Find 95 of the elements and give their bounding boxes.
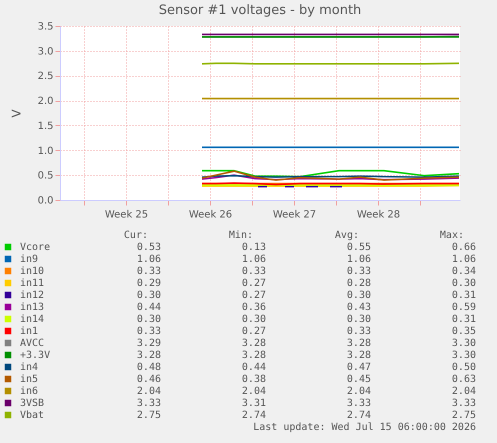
x-tick-label: Week 27 — [272, 210, 316, 220]
text: 0.30 — [242, 314, 266, 325]
x-tick-label: Week 25 — [104, 210, 148, 220]
text: 0.30 — [452, 278, 476, 289]
text: 3.28 — [242, 338, 266, 349]
text: 2.04 — [346, 386, 371, 397]
text: 0.38 — [242, 374, 266, 385]
text: 3.28 — [136, 350, 161, 361]
text: Last update: Wed Jul 15 06:00:00 2026 — [253, 422, 476, 433]
text: 0.27 — [242, 290, 266, 301]
y-tick-label: 0.0 — [38, 196, 54, 206]
legend-label: 3VSB — [20, 398, 44, 409]
y-tick-label: 0.5 — [38, 170, 54, 182]
legend-label: in1 — [20, 326, 38, 337]
text: 0.13 — [242, 242, 266, 253]
text: 3.29 — [136, 338, 161, 349]
y-tick-label: 3.5 — [38, 22, 54, 32]
y-axis-title: V — [10, 108, 24, 118]
x-tick-label: Week 28 — [356, 210, 400, 220]
text: 0.43 — [346, 302, 371, 313]
text: 2.04 — [242, 386, 266, 397]
text: Avg: — [334, 230, 359, 241]
text: 2.74 — [242, 410, 266, 421]
text: 0.44 — [242, 362, 266, 373]
legend-label: in11 — [20, 278, 44, 289]
text: 3.30 — [452, 338, 476, 349]
text: 0.34 — [452, 266, 476, 277]
text: 2.04 — [452, 386, 476, 397]
legend-label: in10 — [20, 266, 44, 277]
text: 0.47 — [346, 362, 371, 373]
text: 3.33 — [136, 398, 161, 409]
legend-label: in14 — [20, 314, 44, 325]
legend-label: Vbat — [20, 410, 44, 421]
text: 0.30 — [136, 290, 161, 301]
text: 0.45 — [346, 374, 371, 385]
text: 0.29 — [136, 278, 161, 289]
text: 0.33 — [136, 266, 161, 277]
y-tick-label: 3.0 — [38, 46, 54, 58]
legend-label: in9 — [20, 254, 38, 265]
text: Cur: — [124, 230, 148, 241]
legend-label: in5 — [20, 374, 38, 385]
text: 0.30 — [346, 314, 371, 325]
text: 2.74 — [346, 410, 371, 421]
text: 0.33 — [242, 266, 266, 277]
text: 3.28 — [242, 350, 266, 361]
text: 2.75 — [136, 410, 161, 421]
text: 0.59 — [452, 302, 476, 313]
x-tick-label: Week 26 — [188, 210, 232, 220]
text: 3.28 — [346, 338, 371, 349]
legend-label: in12 — [20, 290, 44, 301]
text: 0.63 — [452, 374, 476, 385]
legend-label: in13 — [20, 302, 44, 313]
text: Max: — [440, 230, 464, 241]
legend-label: AVCC — [20, 338, 44, 349]
y-tick-label: 1.5 — [38, 120, 54, 132]
text: 1.06 — [136, 254, 161, 265]
text: 0.31 — [452, 290, 476, 301]
text: 0.50 — [452, 362, 476, 373]
text: 0.46 — [136, 374, 161, 385]
line-series — [201, 170, 460, 181]
text: 1.06 — [346, 254, 371, 265]
text: 0.48 — [136, 362, 161, 373]
text: 0.30 — [136, 314, 161, 325]
text: 2.75 — [452, 410, 476, 421]
legend-label: in4 — [20, 362, 38, 373]
text: 3.31 — [242, 398, 266, 409]
text: 0.31 — [452, 314, 476, 325]
text: 0.33 — [346, 326, 371, 337]
y-tick-label: 1.0 — [38, 146, 54, 157]
text: 0.27 — [242, 326, 266, 337]
y-tick-label: 2.5 — [38, 71, 54, 82]
legend-label: Vcore — [20, 242, 50, 253]
text: 2.04 — [136, 386, 161, 397]
text: 0.27 — [242, 278, 266, 289]
text: 0.33 — [136, 326, 161, 337]
text: 0.44 — [136, 302, 161, 313]
text: 3.33 — [452, 398, 476, 409]
text: 0.35 — [452, 326, 476, 337]
text: 3.33 — [346, 398, 371, 409]
text: 0.36 — [242, 302, 266, 313]
text: 0.55 — [346, 242, 371, 253]
chart-title: Sensor #1 voltages - by month — [158, 3, 362, 18]
text: Min: — [228, 230, 253, 241]
text: 1.06 — [452, 254, 476, 265]
text: 1.06 — [242, 254, 266, 265]
text: 0.66 — [452, 242, 476, 253]
text: 3.28 — [346, 350, 371, 361]
legend-label: +3.3V — [20, 350, 50, 361]
text: 0.53 — [136, 242, 161, 253]
text: 0.30 — [346, 290, 371, 301]
text: 3.30 — [452, 350, 476, 361]
text: 0.28 — [346, 278, 371, 289]
legend-label: in6 — [20, 386, 38, 397]
y-tick-label: 2.0 — [38, 96, 54, 108]
text: 0.33 — [346, 266, 371, 277]
